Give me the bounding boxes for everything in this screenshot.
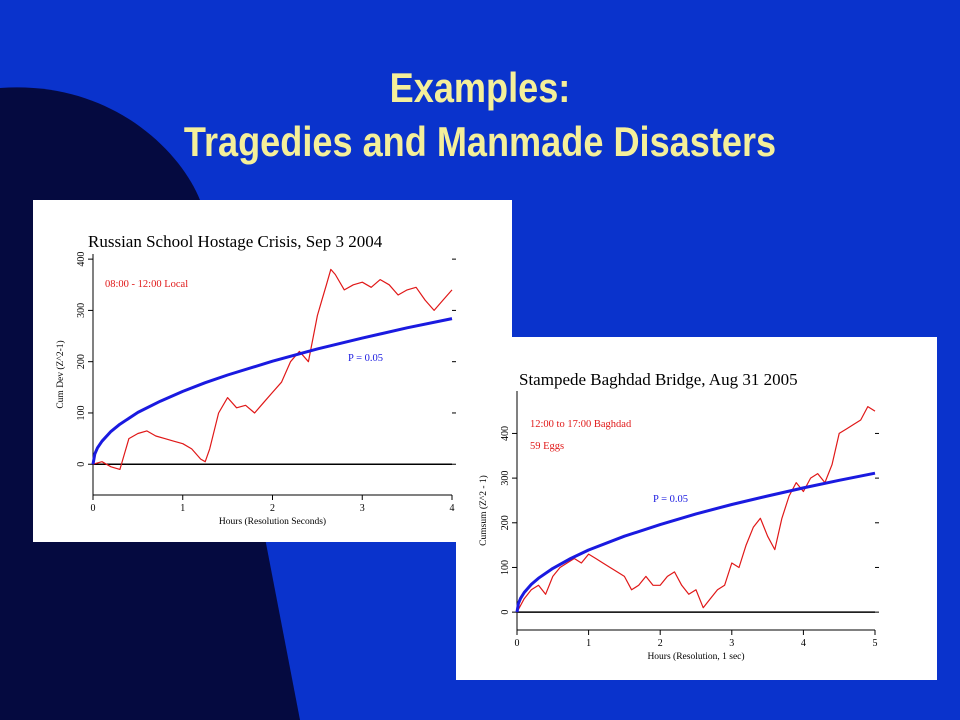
y-tick-label: 0 (500, 610, 511, 615)
slide-title-line-2: Tragedies and Manmade Disasters (183, 118, 777, 165)
legend-label-p005: P = 0.05 (653, 494, 688, 505)
chart-annotation: 12:00 to 17:00 Baghdad (530, 419, 632, 430)
chart-title: Stampede Baghdad Bridge, Aug 31 2005 (519, 370, 798, 389)
y-tick-label: 0 (76, 462, 87, 467)
cumdev-series-line (516, 405, 876, 613)
y-axis-label: Cumsum (Z^2 - 1) (478, 475, 489, 546)
x-tick-label: 4 (450, 503, 455, 514)
chart-panel-russian-school: Russian School Hostage Crisis, Sep 3 200… (33, 200, 512, 542)
x-tick-label: 1 (180, 503, 185, 514)
y-tick-label: 200 (76, 354, 87, 369)
x-tick-label: 0 (515, 638, 520, 649)
threshold-curve-p005 (515, 471, 876, 613)
x-tick-label: 1 (586, 638, 591, 649)
x-axis-label: Hours (Resolution, 1 sec) (647, 651, 744, 662)
chart-russian-school: Russian School Hostage Crisis, Sep 3 200… (55, 232, 456, 527)
y-tick-label: 400 (76, 252, 87, 267)
x-tick-label: 2 (658, 638, 663, 649)
x-tick-label: 0 (91, 503, 96, 514)
x-tick-label: 3 (729, 638, 734, 649)
chart-baghdad-bridge: Stampede Baghdad Bridge, Aug 31 2005 0 100… (478, 370, 879, 662)
x-axis-label: Hours (Resolution Seconds) (219, 516, 326, 527)
y-tick-label: 100 (500, 560, 511, 575)
y-tick-label: 400 (500, 426, 511, 441)
y-tick-label: 200 (500, 515, 511, 530)
x-tick-label: 2 (270, 503, 275, 514)
chart-annotation: 08:00 - 12:00 Local (105, 279, 188, 290)
x-tick-label: 3 (360, 503, 365, 514)
chart-annotation-2: 59 Eggs (530, 441, 564, 452)
cumdev-series-line (92, 268, 453, 470)
slide-title-line-1: Examples: (389, 64, 571, 111)
y-axis-label: Cum Dev (Z^2-1) (55, 340, 66, 408)
y-tick-label: 300 (500, 471, 511, 486)
chart-panel-baghdad-bridge: Stampede Baghdad Bridge, Aug 31 2005 0 100… (456, 337, 937, 680)
y-tick-label: 100 (76, 405, 87, 420)
threshold-curve-p005 (91, 317, 453, 465)
x-tick-label: 4 (801, 638, 806, 649)
chart-title: Russian School Hostage Crisis, Sep 3 200… (88, 232, 383, 251)
y-tick-label: 300 (76, 303, 87, 318)
x-tick-label: 5 (873, 638, 878, 649)
legend-label-p005: P = 0.05 (348, 353, 383, 364)
